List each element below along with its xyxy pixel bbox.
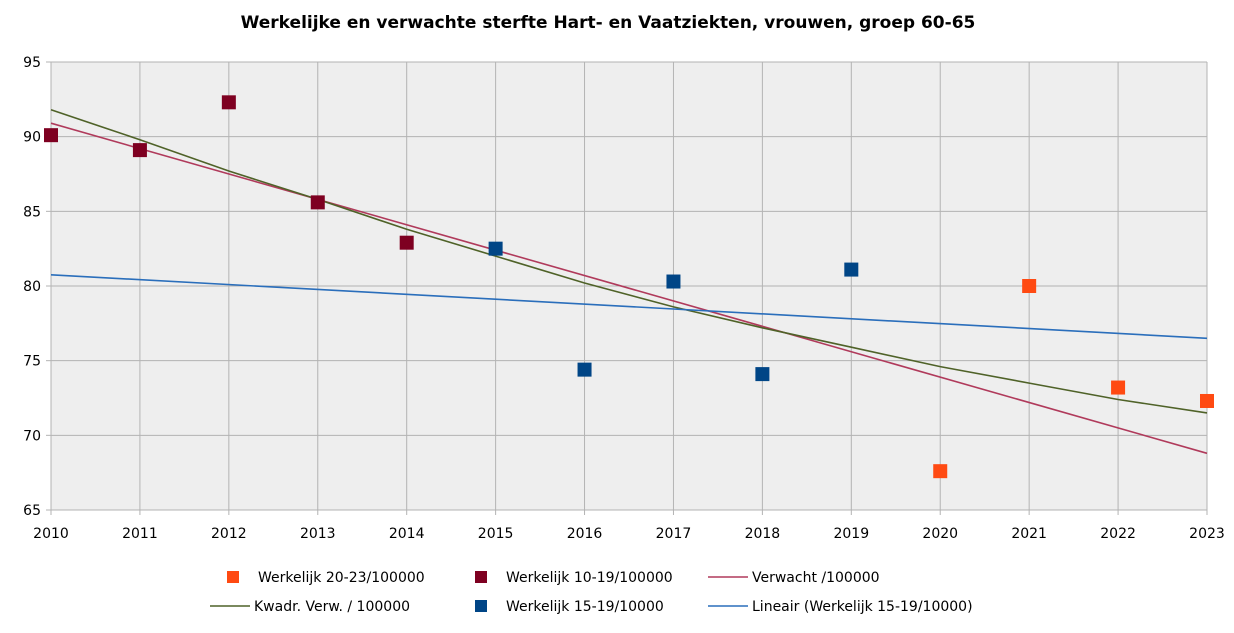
data-point-werkelijk-15-19-10000 xyxy=(577,362,592,377)
data-point-werkelijk-10-19-100000 xyxy=(44,128,58,143)
x-tick-label: 2018 xyxy=(745,526,781,542)
data-point-werkelijk-15-19-10000 xyxy=(666,274,681,289)
y-tick-label: 75 xyxy=(23,354,41,370)
data-point-werkelijk-20-23-100000 xyxy=(933,464,948,479)
series-line-verwacht-100000 xyxy=(50,122,1208,455)
y-tick-label: 95 xyxy=(23,55,41,71)
y-tick-label: 70 xyxy=(23,428,41,444)
y-tick-label: 80 xyxy=(23,279,41,295)
series-line-kwadr-verw-100000 xyxy=(50,109,1208,414)
legend-swatch-werkelijk-20-23-100000 xyxy=(227,571,239,583)
data-point-werkelijk-20-23-100000 xyxy=(1111,380,1126,395)
x-tick-label: 2012 xyxy=(211,526,247,542)
x-tick-label: 2023 xyxy=(1189,526,1225,542)
x-tick-label: 2020 xyxy=(922,526,958,542)
x-tick-label: 2011 xyxy=(122,526,158,542)
legend-label-werkelijk-15-19-10000: Werkelijk 15-19/10000 xyxy=(506,599,664,615)
x-axis-tick-labels: 2010 2011 2012 2013 2014 2015 2016 2017 2018 2019… xyxy=(33,526,1225,542)
legend-label-lineair-werkelijk-15-19-10000: Lineair (Werkelijk 15-19/10000) xyxy=(752,599,973,615)
data-point-werkelijk-10-19-100000 xyxy=(310,195,325,210)
y-tick-label: 90 xyxy=(23,130,41,146)
data-point-werkelijk-20-23-100000 xyxy=(1200,393,1214,408)
data-point-werkelijk-20-23-100000 xyxy=(1022,279,1037,293)
x-tick-label: 2016 xyxy=(567,526,603,542)
x-tick-label: 2010 xyxy=(33,526,69,542)
data-point-werkelijk-10-19-100000 xyxy=(399,235,414,250)
legend-label-verwacht-100000: Verwacht /100000 xyxy=(752,570,880,586)
legend-label-werkelijk-20-23-100000: Werkelijk 20-23/100000 xyxy=(258,570,425,586)
y-tick-label: 85 xyxy=(23,204,41,220)
x-tick-label: 2021 xyxy=(1011,526,1047,542)
data-point-werkelijk-10-19-100000 xyxy=(132,143,147,158)
trend-lines xyxy=(50,109,1208,455)
legend: Werkelijk 20-23/100000 Werkelijk 10-19/10… xyxy=(210,570,973,615)
grid-lines xyxy=(46,61,1208,515)
legend-label-werkelijk-10-19-100000: Werkelijk 10-19/100000 xyxy=(506,570,673,586)
y-axis-tick-labels: 65 70 75 80 85 90 95 xyxy=(23,55,41,519)
legend-swatch-werkelijk-10-19-100000 xyxy=(475,571,487,583)
x-tick-label: 2014 xyxy=(389,526,425,542)
x-tick-label: 2019 xyxy=(833,526,869,542)
data-points xyxy=(44,95,1214,479)
x-tick-label: 2017 xyxy=(656,526,692,542)
data-point-werkelijk-15-19-10000 xyxy=(488,241,503,256)
legend-label-kwadr-verw-100000: Kwadr. Verw. / 100000 xyxy=(254,599,410,615)
data-point-werkelijk-10-19-100000 xyxy=(221,95,236,110)
data-point-werkelijk-15-19-10000 xyxy=(844,262,859,277)
chart-title: Werkelijke en verwachte sterfte Hart- en… xyxy=(241,13,976,33)
series-line-lineair-werkelijk-15-19-10000 xyxy=(50,274,1208,340)
legend-swatch-werkelijk-15-19-10000 xyxy=(475,600,487,612)
data-point-werkelijk-15-19-10000 xyxy=(755,367,770,382)
x-tick-label: 2022 xyxy=(1100,526,1136,542)
x-tick-label: 2013 xyxy=(300,526,336,542)
y-tick-label: 65 xyxy=(23,503,41,519)
x-tick-label: 2015 xyxy=(478,526,514,542)
